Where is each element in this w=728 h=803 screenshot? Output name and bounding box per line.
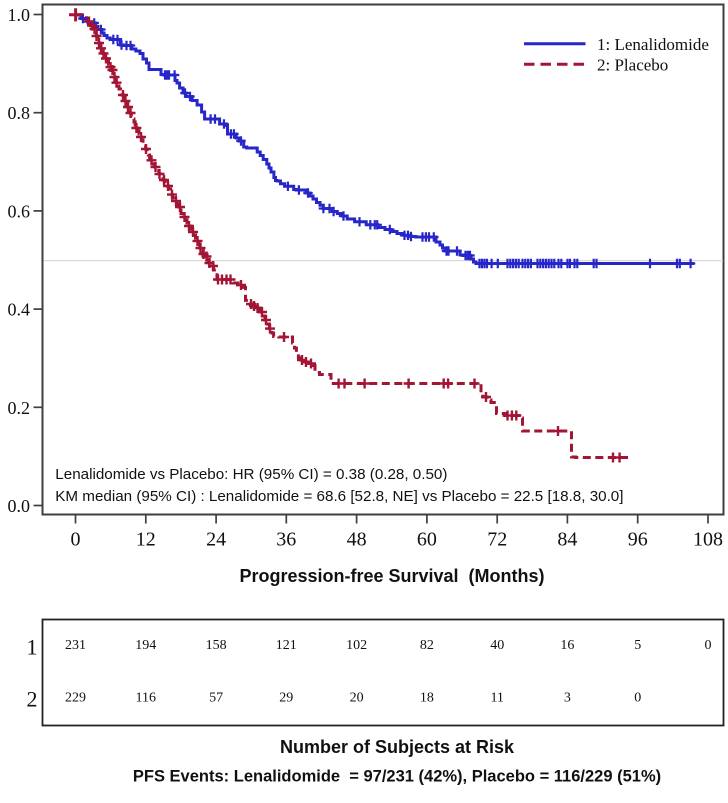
svg-text:108: 108: [693, 529, 723, 551]
svg-text:48: 48: [347, 529, 367, 551]
svg-text:Lenalidomide vs Placebo: HR (9: Lenalidomide vs Placebo: HR (95% CI) = 0…: [55, 466, 447, 483]
svg-text:18: 18: [420, 691, 434, 706]
svg-text:KM median (95% CI) : Lenalidom: KM median (95% CI) : Lenalidomide = 68.6…: [55, 488, 623, 505]
svg-text:84: 84: [557, 529, 577, 551]
svg-text:0.0: 0.0: [8, 496, 31, 516]
svg-text:229: 229: [65, 691, 86, 706]
svg-text:5: 5: [634, 638, 641, 653]
svg-text:29: 29: [279, 691, 293, 706]
svg-text:121: 121: [276, 638, 297, 653]
svg-text:Progression-free Survival (Mo: Progression-free Survival (Months): [239, 566, 544, 586]
svg-text:0: 0: [705, 638, 712, 653]
svg-text:231: 231: [65, 638, 86, 653]
svg-text:2: 2: [27, 687, 38, 712]
svg-text:0.6: 0.6: [8, 201, 31, 221]
svg-text:1.0: 1.0: [8, 5, 31, 25]
svg-text:12: 12: [136, 529, 156, 551]
svg-text:36: 36: [276, 529, 296, 551]
svg-text:40: 40: [490, 638, 504, 653]
svg-text:0: 0: [634, 691, 641, 706]
svg-text:1: Lenalidomide: 1: Lenalidomide: [597, 35, 709, 54]
svg-text:57: 57: [209, 691, 223, 706]
svg-text:0.4: 0.4: [8, 300, 31, 320]
svg-text:96: 96: [628, 529, 648, 551]
svg-text:2: Placebo: 2: Placebo: [597, 55, 668, 74]
svg-text:102: 102: [346, 638, 367, 653]
svg-text:0.2: 0.2: [8, 398, 31, 418]
svg-text:0: 0: [71, 529, 81, 551]
svg-text:72: 72: [487, 529, 507, 551]
svg-text:1: 1: [27, 635, 38, 660]
svg-text:0.8: 0.8: [8, 103, 31, 123]
svg-text:194: 194: [135, 638, 156, 653]
svg-text:24: 24: [206, 529, 226, 551]
svg-text:PFS Events: Lenalidomide = 97: PFS Events: Lenalidomide = 97/231 (42%),…: [133, 767, 661, 785]
svg-text:158: 158: [206, 638, 227, 653]
svg-text:16: 16: [560, 638, 574, 653]
svg-text:Number of Subjects at Risk: Number of Subjects at Risk: [280, 737, 515, 757]
svg-text:20: 20: [350, 691, 364, 706]
svg-text:82: 82: [420, 638, 434, 653]
svg-text:116: 116: [136, 691, 156, 706]
svg-text:11: 11: [490, 691, 503, 706]
svg-text:60: 60: [417, 529, 437, 551]
svg-text:3: 3: [564, 691, 571, 706]
